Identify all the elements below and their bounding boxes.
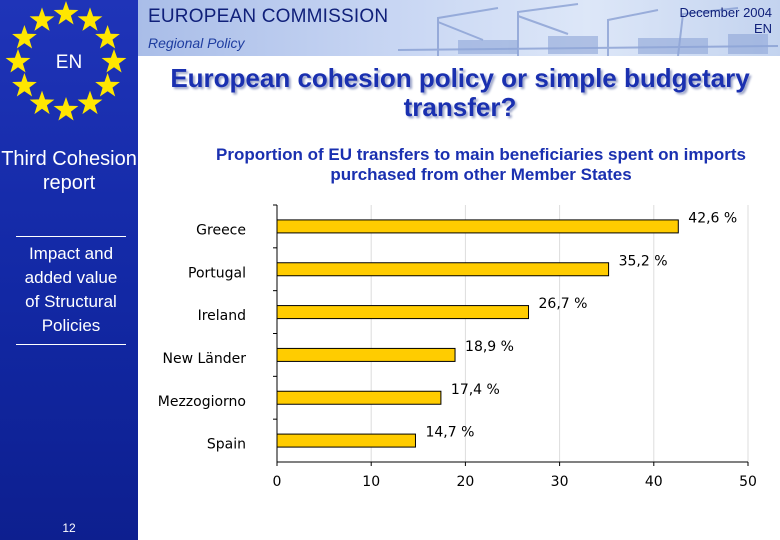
eu-flag-icon: [5, 1, 127, 121]
data-label: 14,7 %: [425, 425, 474, 441]
port-cranes-background-icon: [397, 3, 779, 56]
report-title: Third Cohesion report: [1, 148, 137, 194]
eu-star-icon: [29, 7, 55, 31]
department-name: Regional Policy: [148, 35, 245, 51]
eu-star-icon: [101, 49, 127, 73]
chart-title: Proportion of EU transfers to main benef…: [216, 145, 746, 184]
bar-spain: [276, 433, 416, 448]
eu-star-icon: [5, 49, 31, 73]
data-label: 17,4 %: [451, 382, 500, 398]
eu-star-icon: [12, 25, 37, 49]
eu-star-icon: [53, 1, 79, 25]
bar-new-l-nder: [276, 347, 456, 362]
data-label: 42,6 %: [688, 210, 737, 226]
category-label: Mezzogiorno: [158, 394, 246, 410]
category-label: Greece: [196, 222, 246, 238]
bar-portugal: [276, 262, 610, 277]
eu-star-icon: [77, 90, 103, 115]
eu-star-icon: [53, 97, 79, 121]
x-tick-label: 30: [551, 474, 569, 490]
category-label: New Länder: [163, 351, 247, 367]
date-text: December 2004: [679, 5, 773, 20]
category-label: Portugal: [188, 265, 246, 281]
bar-ireland: [276, 305, 530, 320]
slide-title: European cohesion policy or simple budge…: [170, 63, 750, 122]
report-subtitle: Impact and added value of Structural Pol…: [16, 236, 126, 345]
language-code: EN: [55, 52, 83, 73]
data-label: 18,9 %: [465, 339, 514, 355]
x-tick-label: 20: [456, 474, 474, 490]
header-band: EUROPEAN COMMISSION Regional Policy Dece…: [138, 0, 780, 56]
eu-star-icon: [95, 73, 120, 97]
document-date: December 2004 EN: [680, 5, 773, 37]
bar-mezzogiorno: [276, 390, 442, 405]
category-label: Ireland: [198, 308, 246, 324]
eu-star-icon: [95, 25, 120, 49]
x-tick-label: 40: [645, 474, 663, 490]
data-label: 35,2 %: [619, 253, 668, 269]
eu-star-icon: [12, 73, 37, 97]
category-label: Spain: [207, 437, 246, 453]
x-tick-label: 50: [739, 474, 757, 490]
data-label: 26,7 %: [539, 296, 588, 312]
header-language-code: EN: [753, 21, 772, 36]
eu-star-icon: [77, 7, 103, 31]
x-tick-label: 0: [273, 474, 282, 490]
sidebar: EN Third Cohesion report Impact and adde…: [0, 0, 138, 540]
bar-greece: [276, 219, 679, 234]
page-number: 12: [62, 521, 76, 535]
x-tick-label: 10: [362, 474, 380, 490]
organization-name: EUROPEAN COMMISSION: [148, 6, 389, 27]
eu-star-icon: [29, 90, 55, 115]
